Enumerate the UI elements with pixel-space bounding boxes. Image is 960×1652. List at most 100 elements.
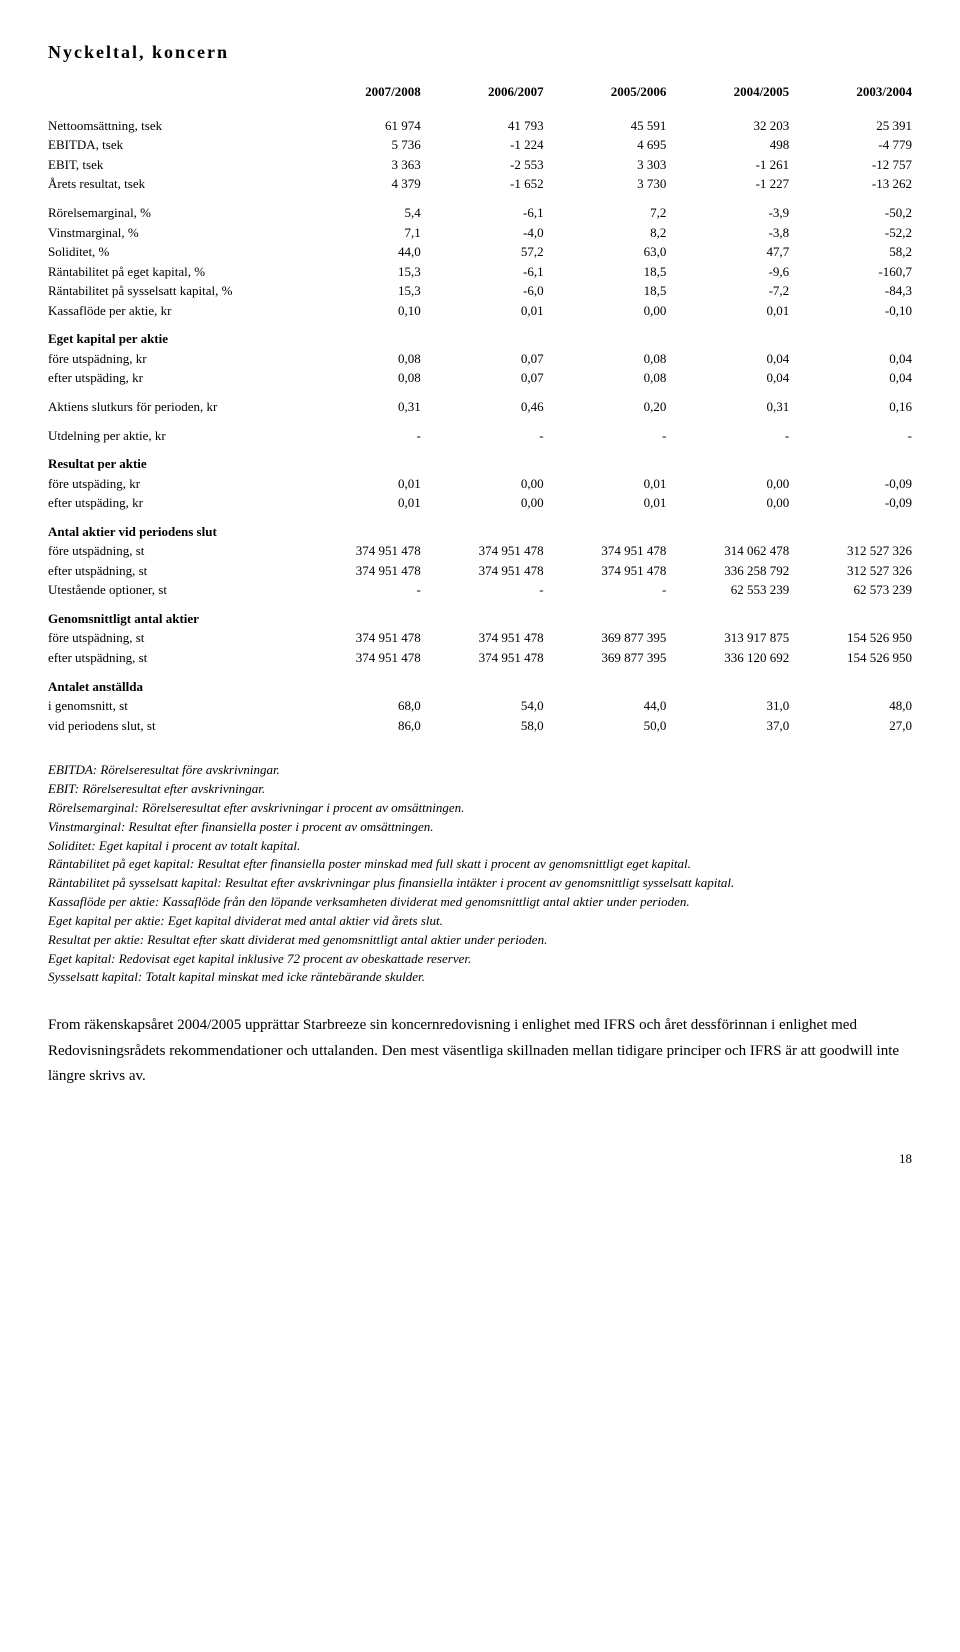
row-label: Rörelsemarginal, %	[48, 194, 298, 223]
cell-value: 7,2	[544, 194, 667, 223]
cell-value: -	[544, 580, 667, 600]
definition-line: EBIT: Rörelseresultat efter avskrivninga…	[48, 780, 912, 799]
section-head-label: Genomsnittligt antal aktier	[48, 600, 298, 629]
cell-value: -7,2	[666, 281, 789, 301]
cell-value: 336 120 692	[666, 648, 789, 668]
definition-text: : Eget kapital i procent av totalt kapit…	[91, 838, 300, 853]
year-header: 2003/2004	[789, 82, 912, 107]
cell-value: -3,9	[666, 194, 789, 223]
cell-value: 0,01	[421, 301, 544, 321]
definitions-block: EBITDA: Rörelseresultat före avskrivning…	[48, 761, 912, 987]
cell-value: 86,0	[298, 716, 421, 736]
table-row: före utspädning, st374 951 478374 951 47…	[48, 628, 912, 648]
cell-value: 374 951 478	[298, 561, 421, 581]
cell-value: 374 951 478	[421, 541, 544, 561]
definition-line: Räntabilitet på eget kapital: Resultat e…	[48, 855, 912, 874]
table-row: Rörelsemarginal, %5,4-6,17,2-3,9-50,2	[48, 194, 912, 223]
row-label: före utspäding, kr	[48, 474, 298, 494]
row-label: Aktiens slutkurs för perioden, kr	[48, 388, 298, 417]
table-row: efter utspäding, kr0,010,000,010,00-0,09	[48, 493, 912, 513]
cell-value: 374 951 478	[544, 561, 667, 581]
cell-value: 58,2	[789, 242, 912, 262]
cell-value: -160,7	[789, 262, 912, 282]
row-label: efter utspäding, kr	[48, 368, 298, 388]
table-row: före utspädning, st374 951 478374 951 47…	[48, 541, 912, 561]
cell-value: -	[421, 580, 544, 600]
cell-value: 336 258 792	[666, 561, 789, 581]
cell-value: -50,2	[789, 194, 912, 223]
table-row: i genomsnitt, st68,054,044,031,048,0	[48, 696, 912, 716]
cell-value: -0,09	[789, 493, 912, 513]
definition-text: Eget kapital dividerat med antal aktier …	[165, 913, 443, 928]
cell-value: 0,01	[298, 474, 421, 494]
row-label: Soliditet, %	[48, 242, 298, 262]
table-row: Vinstmarginal, %7,1-4,08,2-3,8-52,2	[48, 223, 912, 243]
row-label: Vinstmarginal, %	[48, 223, 298, 243]
cell-value: -4,0	[421, 223, 544, 243]
row-label: Utdelning per aktie, kr	[48, 417, 298, 446]
definition-term: Sysselsatt kapital:	[48, 969, 142, 984]
cell-value: -	[298, 417, 421, 446]
definition-text: Redovisat eget kapital inklusive 72 proc…	[116, 951, 472, 966]
cell-value: 0,01	[544, 493, 667, 513]
section-head-label: Antal aktier vid periodens slut	[48, 513, 298, 542]
cell-value: 45 591	[544, 107, 667, 136]
year-header: 2004/2005	[666, 82, 789, 107]
row-label: vid periodens slut, st	[48, 716, 298, 736]
row-label: Räntabilitet på eget kapital, %	[48, 262, 298, 282]
cell-value: 374 951 478	[298, 648, 421, 668]
definition-term: Soliditet	[48, 838, 91, 853]
cell-value: 47,7	[666, 242, 789, 262]
cell-value: -	[666, 417, 789, 446]
definition-term: Eget kapital per aktie:	[48, 913, 165, 928]
cell-value: 41 793	[421, 107, 544, 136]
table-row: vid periodens slut, st86,058,050,037,027…	[48, 716, 912, 736]
definition-text: : Rörelseresultat efter avskrivningar i …	[134, 800, 464, 815]
table-row: Utdelning per aktie, kr-----	[48, 417, 912, 446]
cell-value: 374 951 478	[298, 541, 421, 561]
definition-term: Räntabilitet på sysselsatt kapital	[48, 875, 217, 890]
cell-value: -0,09	[789, 474, 912, 494]
definition-text: Kassaflöde från den löpande verksamheten…	[159, 894, 689, 909]
cell-value: -1 224	[421, 135, 544, 155]
row-label: EBIT, tsek	[48, 155, 298, 175]
cell-value: -1 227	[666, 174, 789, 194]
cell-value: 0,00	[421, 474, 544, 494]
cell-value: 0,00	[666, 474, 789, 494]
cell-value: 58,0	[421, 716, 544, 736]
table-row: EBIT, tsek3 363-2 5533 303-1 261-12 757	[48, 155, 912, 175]
table-row: Räntabilitet på eget kapital, %15,3-6,11…	[48, 262, 912, 282]
cell-value: 15,3	[298, 281, 421, 301]
definition-text: Totalt kapital minskat med icke räntebär…	[142, 969, 425, 984]
definition-text: : Resultat efter skatt dividerat med gen…	[140, 932, 548, 947]
cell-value: 44,0	[544, 696, 667, 716]
cell-value: 27,0	[789, 716, 912, 736]
cell-value: 44,0	[298, 242, 421, 262]
definition-text: : Resultat efter finansiella poster i pr…	[121, 819, 434, 834]
cell-value: 54,0	[421, 696, 544, 716]
row-label: Räntabilitet på sysselsatt kapital, %	[48, 281, 298, 301]
cell-value: 374 951 478	[421, 628, 544, 648]
definition-term: Vinstmarginal	[48, 819, 121, 834]
table-row: före utspädning, kr0,080,070,080,040,04	[48, 349, 912, 369]
table-row: efter utspädning, st374 951 478374 951 4…	[48, 648, 912, 668]
year-header: 2006/2007	[421, 82, 544, 107]
definition-line: Resultat per aktie: Resultat efter skatt…	[48, 931, 912, 950]
row-label: i genomsnitt, st	[48, 696, 298, 716]
cell-value: -52,2	[789, 223, 912, 243]
row-label: före utspädning, kr	[48, 349, 298, 369]
cell-value: 3 363	[298, 155, 421, 175]
section-head: Antal aktier vid periodens slut	[48, 513, 912, 542]
definition-text: : Resultat efter finansiella poster mins…	[190, 856, 691, 871]
cell-value: 37,0	[666, 716, 789, 736]
definition-term: EBITDA:	[48, 762, 97, 777]
cell-value: 4 695	[544, 135, 667, 155]
table-row: EBITDA, tsek5 736-1 2244 695498-4 779	[48, 135, 912, 155]
cell-value: 0,01	[298, 493, 421, 513]
cell-value: 57,2	[421, 242, 544, 262]
cell-value: 0,01	[544, 474, 667, 494]
row-label: Årets resultat, tsek	[48, 174, 298, 194]
cell-value: 0,16	[789, 388, 912, 417]
cell-value: -6,0	[421, 281, 544, 301]
cell-value: -6,1	[421, 194, 544, 223]
